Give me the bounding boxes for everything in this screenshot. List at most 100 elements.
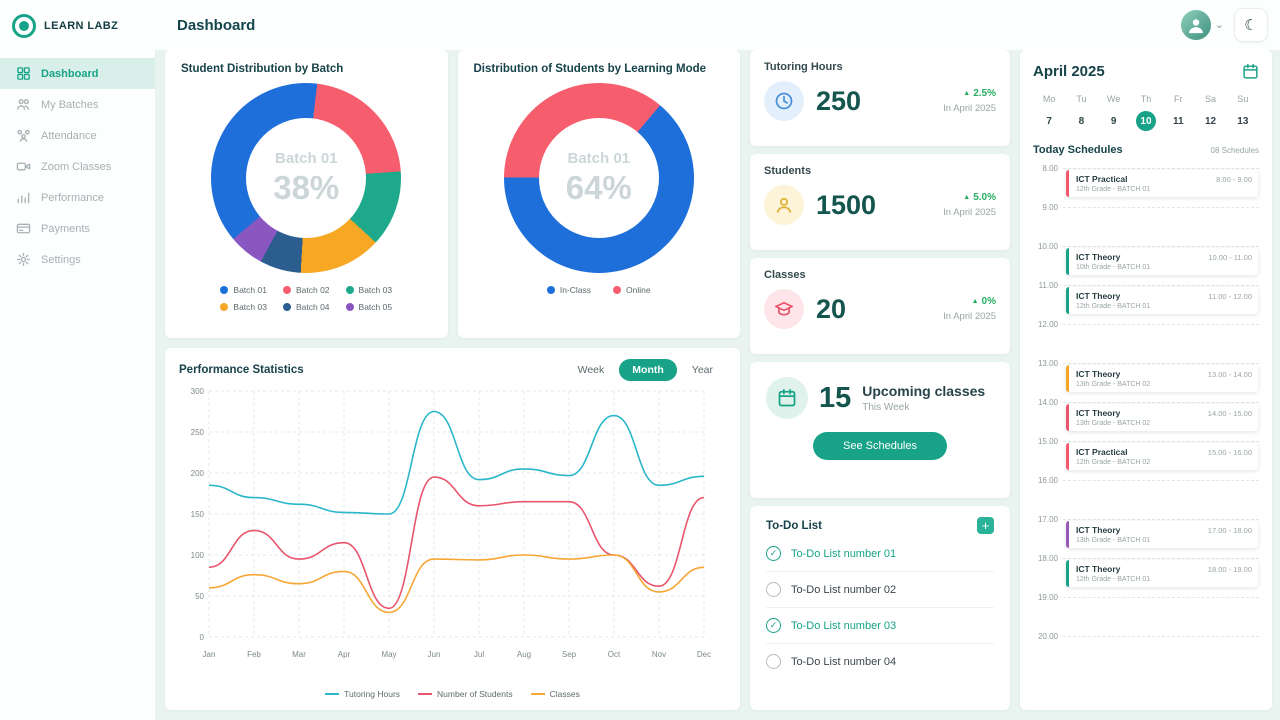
- event-title: ICT Theory: [1076, 291, 1121, 301]
- sidebar-item-dashboard[interactable]: Dashboard: [0, 58, 155, 89]
- schedule-event[interactable]: ICT Theory 10.00 - 11.00 10th Grade - BATC…: [1066, 248, 1258, 275]
- svg-text:Nov: Nov: [652, 650, 666, 659]
- calendar-date[interactable]: 13: [1237, 115, 1249, 127]
- sidebar-item-my-batches[interactable]: My Batches: [0, 89, 155, 120]
- schedule-event[interactable]: ICT Theory 13.00 - 14.00 13th Grade - BATC…: [1066, 365, 1258, 392]
- dark-mode-toggle[interactable]: [1234, 8, 1268, 42]
- payments-icon: [16, 221, 31, 236]
- stat-value: 1500: [816, 189, 877, 220]
- unchecked-circle-icon[interactable]: ✓: [766, 582, 781, 597]
- schedule-event[interactable]: ICT Theory 18.00 - 19.00 12th Grade - BATC…: [1066, 560, 1258, 587]
- today-schedules-title: Today Schedules: [1033, 144, 1123, 156]
- todo-item[interactable]: ✓ To-Do List number 01: [766, 536, 994, 572]
- timeline-hour: 14.00: [1033, 398, 1259, 407]
- see-schedules-button[interactable]: See Schedules: [813, 432, 947, 460]
- calendar-date[interactable]: 10: [1130, 108, 1162, 134]
- sidebar-item-zoom-classes[interactable]: Zoom Classes: [0, 151, 155, 182]
- schedule-event[interactable]: ICT Theory 11.00 - 12.00 12th Grade - BATC…: [1066, 287, 1258, 314]
- event-time: 8.00 - 9.00: [1216, 174, 1252, 184]
- schedule-event-header: ICT Practical 15.00 - 16.00: [1076, 447, 1252, 457]
- legend-item: Batch 03: [220, 302, 267, 312]
- calendar-icon[interactable]: [1242, 63, 1259, 80]
- legend-item: Online: [613, 285, 651, 295]
- schedule-event[interactable]: ICT Theory 14.00 - 15.00 13th Grade - BATC…: [1066, 404, 1258, 431]
- legend-item: Batch 01: [220, 285, 267, 295]
- schedule-event-header: ICT Theory 11.00 - 12.00: [1076, 291, 1252, 301]
- event-grade: 12th Grade - BATCH 01: [1076, 303, 1151, 310]
- sidebar-menu: Dashboard My Batches Attendance Zoom Classe…: [0, 54, 155, 275]
- todo-item[interactable]: ✓ To-Do List number 02: [766, 572, 994, 608]
- legend-label: Batch 04: [295, 302, 330, 312]
- event-grade: 13th Grade - BATCH 01: [1076, 537, 1151, 544]
- svg-text:0: 0: [200, 633, 205, 642]
- settings-icon: [16, 252, 31, 267]
- avatar[interactable]: [1180, 10, 1211, 40]
- stat-title: Classes: [764, 269, 806, 281]
- stat-period: In April 2025: [943, 311, 996, 322]
- todo-item[interactable]: ✓ To-Do List number 03: [766, 608, 994, 644]
- unchecked-circle-icon[interactable]: ✓: [766, 654, 781, 669]
- schedule-event[interactable]: ICT Theory 17.00 - 18.00 13th Grade - BATC…: [1066, 521, 1258, 548]
- weekday-label: Sa: [1205, 94, 1217, 104]
- legend-label: Number of Students: [437, 689, 513, 699]
- event-grade: 10th Grade - BATCH 01: [1076, 264, 1151, 271]
- tutoring-hours-card: Tutoring Hours 250 ▲ 2.5% In April 2025: [750, 50, 1010, 146]
- calendar-date[interactable]: 8: [1078, 115, 1085, 127]
- timeline-hour: 8.00: [1033, 164, 1259, 173]
- page-title: Dashboard: [177, 16, 256, 34]
- weekday-label: Mo: [1042, 94, 1056, 104]
- perf-tabs: Week Month Year: [565, 359, 726, 381]
- event-title: ICT Theory: [1076, 525, 1121, 535]
- event-time: 14.00 - 15.00: [1207, 408, 1252, 418]
- brand-logo-icon: [12, 14, 36, 38]
- svg-text:50: 50: [195, 592, 204, 601]
- sidebar-item-performance[interactable]: Performance: [0, 182, 155, 213]
- weekday-label: Tu: [1076, 94, 1087, 104]
- calendar-date[interactable]: 9: [1110, 115, 1117, 127]
- checked-circle-icon[interactable]: ✓: [766, 546, 781, 561]
- performance-statistics-card: Performance Statistics Week Month Year 0 50…: [165, 348, 740, 710]
- sidebar: LEARN LABZ Dashboard My Batches Attendance…: [0, 0, 155, 720]
- legend-dot: [282, 303, 291, 311]
- donut-center-value: 38%: [273, 168, 340, 206]
- legend-label: Batch 03: [233, 302, 267, 312]
- sidebar-item-attendance[interactable]: Attendance: [0, 120, 155, 151]
- weekday-label: Fr: [1174, 94, 1183, 104]
- timeline-hour: 18.00: [1033, 554, 1259, 563]
- sidebar-item-payments[interactable]: Payments: [0, 213, 155, 244]
- calendar-date[interactable]: 7: [1046, 115, 1052, 127]
- calendar-date[interactable]: 11: [1172, 115, 1184, 127]
- svg-text:Mar: Mar: [292, 650, 306, 659]
- event-time: 11.00 - 12.00: [1208, 291, 1252, 301]
- svg-text:300: 300: [191, 387, 205, 396]
- svg-text:250: 250: [191, 428, 205, 437]
- legend-item: Batch 02: [282, 285, 330, 295]
- clock-icon: [764, 81, 804, 121]
- legend-dot: [220, 303, 229, 311]
- tab-month[interactable]: Month: [619, 359, 677, 381]
- schedule-event[interactable]: ICT Practical 15.00 - 16.00 12th Grade - B…: [1066, 443, 1258, 470]
- hour-line: [1063, 324, 1259, 325]
- perf-legend: Tutoring Hours Number of Students Classes: [179, 680, 726, 702]
- add-todo-button[interactable]: +: [977, 517, 994, 534]
- chevron-down-icon[interactable]: ⌄: [1214, 18, 1224, 31]
- legend-dot: [546, 286, 555, 294]
- sidebar-item-settings[interactable]: Settings: [0, 244, 155, 275]
- legend-item: Batch 04: [282, 302, 330, 312]
- tab-week[interactable]: Week: [565, 359, 618, 381]
- calendar-icon: [766, 377, 808, 419]
- checked-circle-icon[interactable]: ✓: [766, 618, 781, 633]
- todo-item[interactable]: ✓ To-Do List number 04: [766, 644, 994, 679]
- tab-year[interactable]: Year: [679, 359, 726, 381]
- event-time: 15.00 - 16.00: [1207, 447, 1252, 457]
- top-header: Dashboard ⌄: [155, 0, 1280, 50]
- user-menu[interactable]: ⌄: [1180, 10, 1224, 40]
- calendar-date[interactable]: 12: [1205, 115, 1217, 127]
- legend-line: [530, 693, 545, 695]
- graduation-cap-icon: [764, 289, 804, 329]
- main-content: Student Distribution by Batch Batch 01 3…: [155, 50, 1280, 720]
- schedule-event-header: ICT Theory 10.00 - 11.00: [1076, 252, 1252, 262]
- calendar-month: April 2025: [1033, 63, 1105, 80]
- schedule-event[interactable]: ICT Practical 8.00 - 9.00 12th Grade - BAT…: [1066, 170, 1258, 197]
- svg-text:Jun: Jun: [428, 650, 441, 659]
